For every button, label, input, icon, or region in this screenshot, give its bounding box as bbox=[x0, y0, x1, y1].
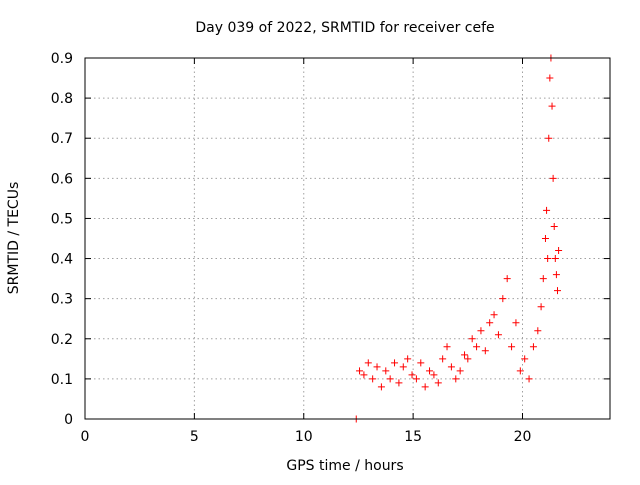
data-point bbox=[508, 343, 516, 351]
data-point bbox=[545, 134, 553, 142]
chart-title: Day 039 of 2022, SRMTID for receiver cef… bbox=[195, 20, 494, 36]
data-point bbox=[477, 327, 485, 335]
data-point bbox=[468, 335, 476, 343]
y-tick-label: 0.6 bbox=[51, 171, 73, 187]
data-point bbox=[408, 371, 416, 379]
x-axis-label: GPS time / hours bbox=[286, 458, 403, 474]
data-point bbox=[473, 343, 481, 351]
data-point bbox=[549, 174, 557, 182]
y-tick-label: 0.9 bbox=[51, 51, 73, 67]
data-point bbox=[434, 379, 442, 387]
data-point bbox=[461, 351, 469, 359]
data-point bbox=[546, 74, 554, 82]
data-point bbox=[548, 102, 556, 110]
data-point bbox=[552, 271, 560, 279]
data-point bbox=[395, 379, 403, 387]
data-point bbox=[512, 319, 520, 327]
data-point bbox=[490, 311, 498, 319]
data-point bbox=[377, 383, 385, 391]
data-point bbox=[537, 303, 545, 311]
data-point bbox=[439, 355, 447, 363]
data-point bbox=[486, 319, 494, 327]
x-tick-label: 15 bbox=[404, 429, 422, 445]
data-point bbox=[369, 375, 377, 383]
data-point bbox=[430, 371, 438, 379]
data-point bbox=[525, 375, 533, 383]
y-tick-label: 0.2 bbox=[51, 332, 73, 348]
data-point bbox=[555, 247, 563, 255]
y-tick-label: 0.1 bbox=[51, 372, 73, 388]
data-point bbox=[447, 363, 455, 371]
y-tick-label: 0 bbox=[64, 412, 73, 428]
data-point bbox=[426, 367, 434, 375]
y-tick-label: 0.3 bbox=[51, 292, 73, 308]
data-point bbox=[541, 235, 549, 242]
data-point bbox=[364, 359, 372, 367]
data-point bbox=[534, 327, 542, 335]
grid-layer bbox=[85, 58, 610, 419]
data-point bbox=[399, 363, 407, 371]
data-point bbox=[360, 371, 368, 379]
data-point bbox=[539, 275, 547, 283]
data-point bbox=[503, 275, 511, 283]
y-tick-label: 0.8 bbox=[51, 91, 73, 107]
data-point bbox=[417, 359, 425, 367]
plot-frame bbox=[84, 57, 611, 420]
data-point bbox=[452, 375, 460, 383]
data-point bbox=[550, 222, 558, 230]
data-point bbox=[499, 295, 507, 303]
data-point bbox=[404, 355, 412, 363]
x-tick-label: 10 bbox=[295, 429, 313, 445]
data-point bbox=[391, 359, 399, 367]
data-point bbox=[421, 383, 429, 391]
data-point bbox=[386, 375, 394, 383]
x-tick-label: 0 bbox=[81, 429, 90, 445]
data-point bbox=[544, 255, 552, 263]
data-points bbox=[352, 54, 563, 423]
y-axis-label: SRMTID / TECUs bbox=[6, 182, 22, 295]
y-tick-label: 0.7 bbox=[51, 131, 73, 147]
ticks-layer: 0 5 10 15 20 0 0.1 0.2 0.3 0.4 0.5 0.6 0.7 0.8 0.9 bbox=[51, 51, 610, 445]
x-tick-label: 20 bbox=[514, 429, 532, 445]
data-point bbox=[412, 375, 420, 383]
data-point bbox=[464, 355, 472, 363]
data-point bbox=[554, 287, 561, 295]
data-point bbox=[382, 367, 390, 375]
data-point bbox=[456, 367, 464, 375]
data-point bbox=[494, 331, 502, 339]
y-tick-label: 0.4 bbox=[51, 252, 73, 268]
y-tick-label: 0.5 bbox=[51, 211, 73, 227]
x-tick-label: 5 bbox=[190, 429, 199, 445]
data-point bbox=[373, 363, 381, 371]
data-point bbox=[356, 367, 364, 375]
data-point bbox=[516, 367, 524, 375]
data-point bbox=[529, 343, 537, 351]
data-point bbox=[443, 343, 451, 351]
data-point bbox=[481, 347, 489, 355]
data-point bbox=[551, 255, 559, 263]
data-point bbox=[543, 206, 551, 214]
data-point bbox=[521, 355, 529, 363]
